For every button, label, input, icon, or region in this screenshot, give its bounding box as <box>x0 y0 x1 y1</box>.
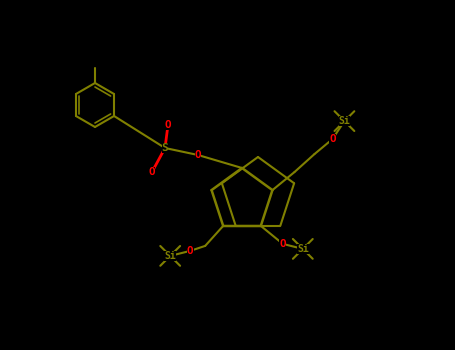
Text: O: O <box>149 167 155 177</box>
Text: Si: Si <box>339 116 350 126</box>
Text: O: O <box>195 150 202 160</box>
Text: S: S <box>162 143 168 153</box>
Text: Si: Si <box>297 244 308 254</box>
Text: Si: Si <box>164 251 176 261</box>
Text: O: O <box>165 120 172 130</box>
Text: O: O <box>329 134 336 144</box>
Text: O: O <box>187 246 193 256</box>
Text: O: O <box>279 239 286 249</box>
